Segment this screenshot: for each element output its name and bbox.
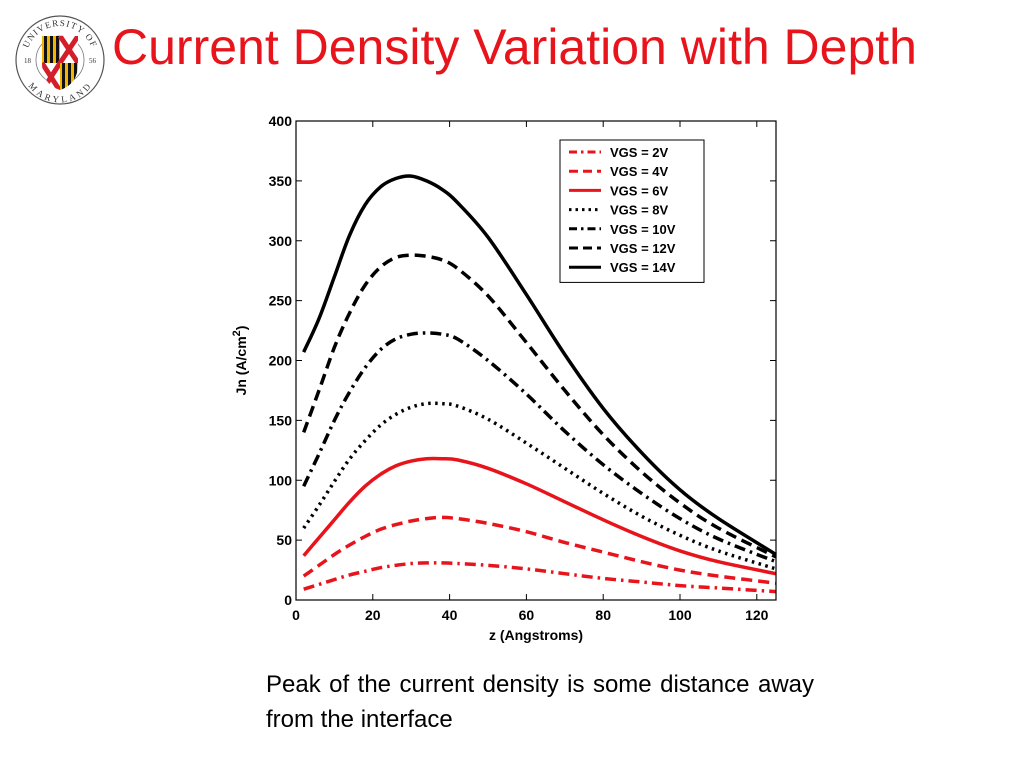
- axis-ticks: 0 20 40 60 80 100 120 0 50 100 150 200 250 300 350 400: [269, 113, 776, 623]
- legend-label-1: VGS = 4V: [610, 164, 668, 179]
- y-tick-label-7: 350: [269, 173, 293, 189]
- plot-frame: [295, 120, 777, 601]
- maryland-flag-shield: [42, 36, 78, 90]
- series-line-vgs-6v: [302, 456, 777, 576]
- series-line-vgs-4v: [302, 515, 777, 585]
- y-tick-label-8: 400: [269, 113, 293, 129]
- legend-label-2: VGS = 6V: [610, 183, 668, 198]
- legend-box: [559, 139, 705, 283]
- y-tick-label-4: 200: [269, 353, 293, 369]
- y-axis-label-superscript: 2: [231, 330, 243, 336]
- legend-label-6: VGS = 14V: [610, 260, 676, 275]
- y-tick-label-3: 150: [269, 412, 293, 428]
- legend-label-3: VGS = 8V: [610, 203, 668, 218]
- x-tick-label-0: 0: [292, 607, 300, 623]
- logo-year-right: 56: [89, 57, 97, 65]
- y-tick-label-1: 50: [276, 532, 292, 548]
- y-axis-label: Jn (A/cm2): [231, 326, 249, 396]
- x-tick-label-3: 60: [519, 607, 535, 623]
- x-tick-label-2: 40: [442, 607, 458, 623]
- series-line-vgs-14v: [302, 174, 777, 556]
- chart-svg: 0 20 40 60 80 100 120050100150200250300350400 …: [231, 113, 777, 643]
- university-of-maryland-logo: UNIVERSITY OF MARYLAND 18 56: [15, 15, 105, 105]
- series-line-vgs-12v: [302, 253, 777, 559]
- y-tick-label-6: 300: [269, 233, 293, 249]
- series-line-vgs-10v: [302, 331, 777, 564]
- y-axis-label-text: Jn (A/cm: [233, 336, 249, 395]
- y-tick-label-2: 100: [269, 472, 293, 488]
- x-tick-label-6: 120: [745, 607, 769, 623]
- y-tick-label-0: 0: [284, 592, 292, 608]
- legend-label-4: VGS = 10V: [610, 222, 676, 237]
- legend-label-0: VGS = 2V: [610, 145, 668, 160]
- x-tick-label-4: 80: [595, 607, 611, 623]
- series-lines: [302, 174, 777, 594]
- y-tick-label-5: 250: [269, 293, 293, 309]
- y-axis-label-close: ): [233, 326, 249, 331]
- current-density-chart: 0 20 40 60 80 100 120 0 50 100 150 200 250 300 350 400 …: [220, 100, 800, 660]
- logo-year-left: 18: [24, 57, 32, 65]
- x-axis-label: z (Angstroms): [489, 627, 583, 643]
- slide-caption: Peak of the current density is some dist…: [266, 671, 814, 733]
- series-line-vgs-2v: [303, 561, 777, 594]
- slide-title: Current Density Variation with Depth: [112, 19, 917, 75]
- x-tick-label-1: 20: [365, 607, 381, 623]
- legend-label-5: VGS = 12V: [610, 241, 676, 256]
- legend: VGS = 2V VGS = 4V VGS = 6V VGS = 8V VGS = 10…: [559, 139, 705, 283]
- series-line-vgs-8v: [302, 401, 777, 571]
- x-tick-label-5: 100: [668, 607, 692, 623]
